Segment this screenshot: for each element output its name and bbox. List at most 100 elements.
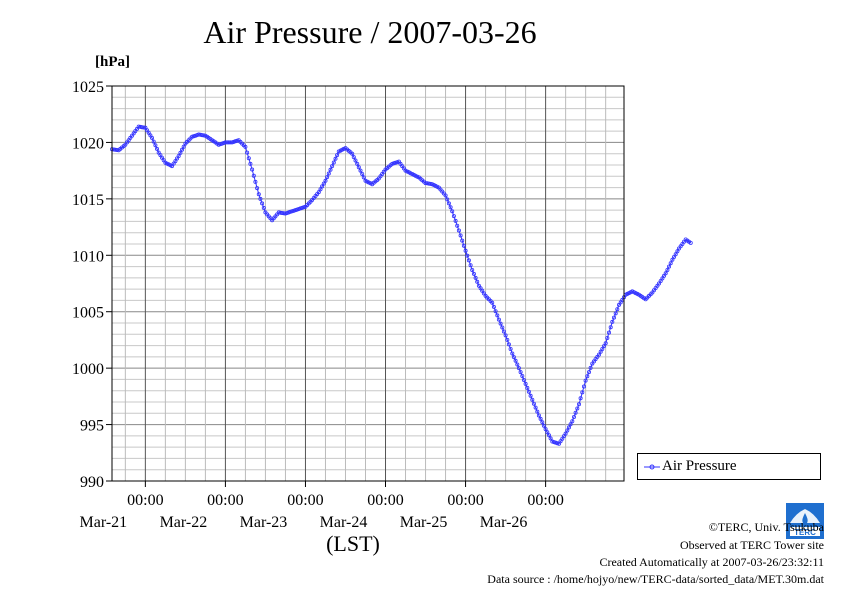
data-point [261,205,266,210]
legend-label-air-pressure: Air Pressure [662,458,737,474]
x-tick-time-label: 00:00 [367,492,403,509]
data-point [260,201,265,206]
data-point [516,366,521,371]
data-point [597,352,602,357]
data-point [465,253,470,258]
site-text: Observed at TERC Tower site [679,538,824,552]
data-point [179,147,184,152]
y-tick-label: 1010 [72,248,104,265]
data-point [500,325,505,330]
data-point [245,150,250,155]
data-point [335,153,340,158]
data-point [563,431,568,436]
data-point [360,171,365,176]
data-point [578,396,583,401]
x-tick-date-label: Mar-26 [480,514,528,531]
data-point [518,370,523,375]
x-tick-date-label: Mar-25 [400,514,448,531]
x-tick-time-label: 00:00 [287,492,323,509]
x-tick-time-label: 00:00 [527,492,563,509]
axis-labels: 990 995 1000 1005 1010 1015 1020 1025 00:00 Mar-2… [72,79,564,556]
data-point [506,342,511,347]
data-point [503,333,508,338]
data-point [325,175,330,180]
data-point [361,175,366,180]
data-point [358,168,363,173]
data-point [450,209,455,214]
y-tick-label: 995 [80,418,104,435]
data-point [536,413,541,418]
data-point [582,384,587,389]
data-point [585,374,590,379]
data-point [668,261,673,266]
data-point [191,134,196,139]
chart-title: Air Pressure / 2007-03-26 [203,14,537,50]
data-point [577,402,582,407]
x-tick-time-label: 00:00 [127,492,163,509]
data-point [355,161,360,166]
data-point [515,362,520,367]
data-point [547,433,552,438]
data-point [572,414,577,419]
y-tick-label: 990 [80,474,104,491]
legend-marker-icon [644,464,660,470]
data-point [458,233,463,238]
data-point [453,218,458,223]
data-point [201,133,206,138]
grid-lines [112,86,624,481]
data-point [607,330,612,335]
data-point [533,405,538,410]
x-tick-date-label: Mar-24 [320,514,368,531]
legend: Air Pressure [637,453,821,480]
data-point [393,160,398,165]
data-point [176,153,181,158]
data-point [351,155,356,160]
data-point [501,329,506,334]
data-point [548,436,553,441]
data-point [318,187,323,192]
data-point [612,315,617,320]
series-air-pressure [110,124,693,446]
data-point [513,358,518,363]
data-point [491,304,496,309]
y-tick-label: 1005 [72,305,104,322]
data-point [256,192,261,197]
data-point [141,125,146,130]
data-point [608,325,613,330]
data-point [326,171,331,176]
data-point [540,420,545,425]
y-tick-label: 1025 [72,79,104,96]
data-point [600,346,605,351]
data-point [461,243,466,248]
data-point [510,351,515,356]
data-point [567,425,572,430]
data-point [468,263,473,268]
data-point [243,144,248,149]
data-source-text: Data source : /home/hojyo/new/TERC-data/… [487,572,824,586]
data-point [331,160,336,165]
data-point [505,337,510,342]
data-point [496,317,501,322]
data-point [328,167,333,172]
data-point [258,196,263,201]
x-tick-time-label: 00:00 [447,492,483,509]
data-point [246,156,251,161]
data-point [575,406,580,411]
data-point [526,389,531,394]
data-point [602,344,607,349]
data-point [323,178,328,183]
data-point [321,181,326,186]
data-point [531,401,536,406]
data-point [525,385,530,390]
data-point [565,428,570,433]
series-line-air-pressure [111,126,691,445]
data-point [253,179,258,184]
data-point [672,254,677,259]
data-point [665,267,670,272]
copyright-text: ©TERC, Univ. Tsukuba [708,520,824,534]
data-point [455,223,460,228]
data-point [451,214,456,219]
data-point [490,300,495,305]
terc-logo-icon: TERC [786,503,824,539]
data-point [463,248,468,253]
